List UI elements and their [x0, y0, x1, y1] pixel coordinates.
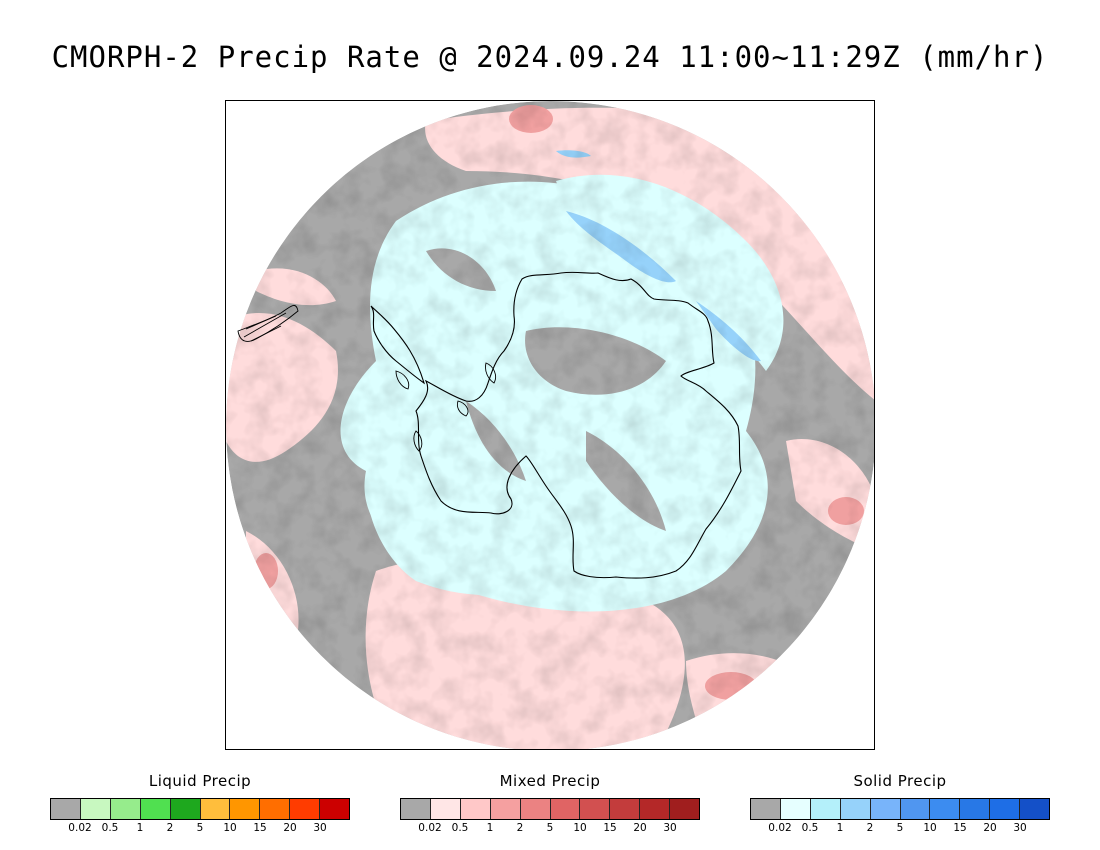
legend-swatch: [610, 799, 641, 819]
legend-tick-label: 1: [836, 822, 844, 834]
legend-swatch: [490, 799, 521, 819]
legend-tick-label: 5: [896, 822, 904, 834]
legend-tick-label: 0.5: [451, 822, 469, 834]
legend-swatch: [810, 799, 841, 819]
legend-swatch: [460, 799, 491, 819]
legend-swatch: [520, 799, 551, 819]
polar-map-frame: [225, 100, 875, 750]
legend-tick-label: 15: [603, 822, 617, 834]
legend-swatch: [550, 799, 581, 819]
legend-tick-label: 0.5: [101, 822, 119, 834]
legend-tick-label: 15: [253, 822, 267, 834]
texture-overlay: [226, 101, 874, 749]
legend-swatch: [110, 799, 141, 819]
legend-swatch: [840, 799, 871, 819]
legend-swatch: [170, 799, 201, 819]
legend-tick-label: 30: [663, 822, 677, 834]
legend-tick-label: 10: [223, 822, 237, 834]
legend-title: Mixed Precip: [499, 772, 601, 790]
legend-tick-label: 2: [866, 822, 874, 834]
legend-swatch: [990, 799, 1021, 819]
legend-swatch: [51, 799, 81, 819]
legend-swatch: [780, 799, 811, 819]
legend-swatch: [320, 799, 350, 819]
legend-swatch: [580, 799, 611, 819]
legend-swatch: [80, 799, 111, 819]
legend-swatch: [960, 799, 991, 819]
legend-tick-label: 5: [546, 822, 554, 834]
legend-tick-label: 1: [136, 822, 144, 834]
peninsula-islands: [395, 362, 497, 452]
south-america-coastline: [237, 304, 299, 342]
legend-tick-label: 1: [486, 822, 494, 834]
legend-swatch: [290, 799, 321, 819]
legend-tick-label: 30: [1013, 822, 1027, 834]
south-polar-precip-map: [226, 101, 874, 749]
legend-tick-label: 5: [196, 822, 204, 834]
legend-swatch: [670, 799, 700, 819]
solid-precip-legend: Solid Precip 0.02 0.5 1 2 5 10 15 20 30: [750, 772, 1050, 836]
legend-tick-label: 10: [573, 822, 587, 834]
color-scale: [750, 798, 1050, 820]
antarctica-coastline: [415, 271, 742, 579]
tick-labels: 0.02 0.5 1 2 5 10 15 20 30: [750, 822, 1050, 836]
liquid-precip-legend: Liquid Precip 0.02 0.5 1 2 5 10 15 20 30: [50, 772, 350, 836]
legend-tick-label: 0.02: [418, 822, 442, 834]
legend-swatch: [260, 799, 291, 819]
map-title: CMORPH-2 Precip Rate @ 2024.09.24 11:00~…: [51, 40, 1049, 74]
legend-tick-label: 20: [283, 822, 297, 834]
tick-labels: 0.02 0.5 1 2 5 10 15 20 30: [400, 822, 700, 836]
legend-swatch: [640, 799, 671, 819]
outside-disc-mask: [226, 101, 874, 749]
precip-field: [226, 101, 874, 749]
legend-swatch: [200, 799, 231, 819]
legend-swatch: [930, 799, 961, 819]
legend-tick-label: 0.02: [768, 822, 792, 834]
color-scale: [400, 798, 700, 820]
legend-tick-label: 20: [983, 822, 997, 834]
legend-tick-label: 30: [313, 822, 327, 834]
legend-swatch: [401, 799, 431, 819]
legend-swatch: [430, 799, 461, 819]
tick-labels: 0.02 0.5 1 2 5 10 15 20 30: [50, 822, 350, 836]
legend-swatch: [140, 799, 171, 819]
legend-tick-label: 0.5: [801, 822, 819, 834]
legend-swatch: [751, 799, 781, 819]
legend-tick-label: 2: [516, 822, 524, 834]
legend-title: Liquid Precip: [148, 772, 252, 790]
legend-tick-label: 20: [633, 822, 647, 834]
legend-tick-label: 0.02: [68, 822, 92, 834]
antarctic-peninsula-coastline: [370, 305, 425, 385]
legend-swatch: [230, 799, 261, 819]
legend-title: Solid Precip: [853, 772, 947, 790]
legend-tick-label: 15: [953, 822, 967, 834]
legend-tick-label: 2: [166, 822, 174, 834]
legend-tick-label: 10: [923, 822, 937, 834]
legend-swatch: [870, 799, 901, 819]
mixed-precip-legend: Mixed Precip 0.02 0.5 1 2 5 10 15 20 30: [400, 772, 700, 836]
legend-swatch: [1020, 799, 1050, 819]
legend-swatch: [900, 799, 931, 819]
color-scale: [50, 798, 350, 820]
